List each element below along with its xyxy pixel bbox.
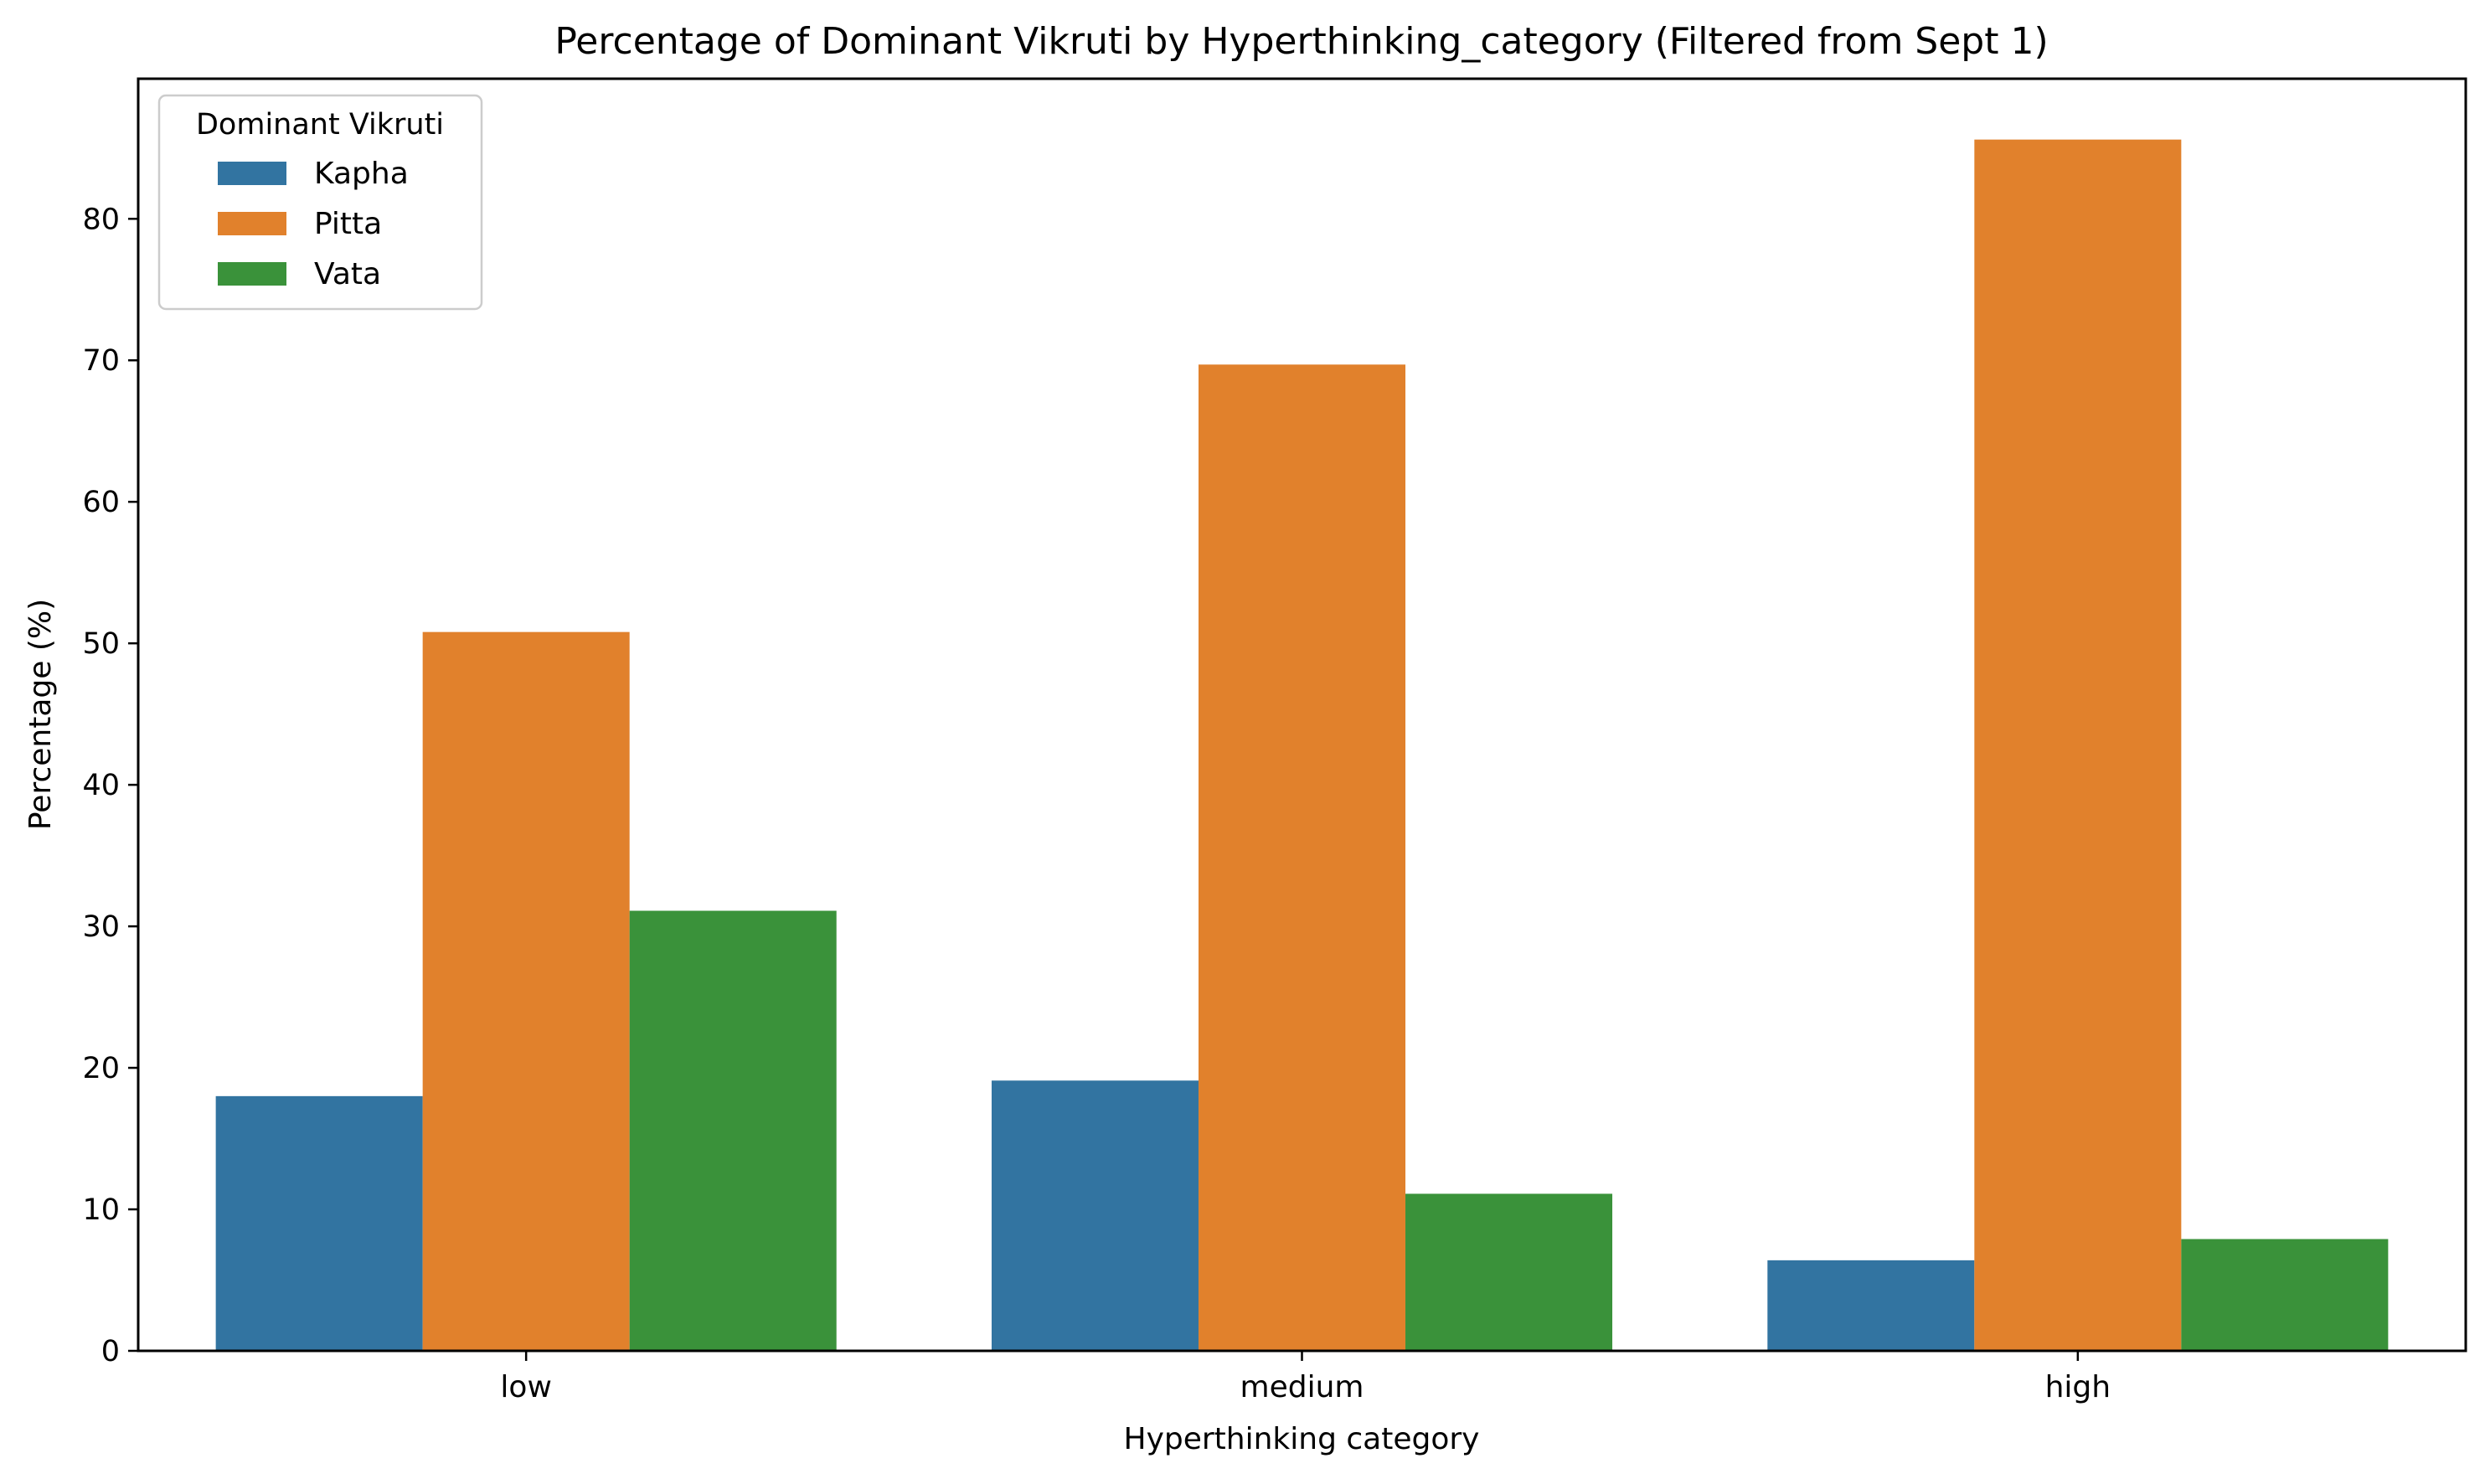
bar-vata-medium — [1405, 1193, 1613, 1351]
chart-title: Percentage of Dominant Vikruti by Hypert… — [554, 20, 2048, 63]
bar-kapha-low — [215, 1095, 423, 1351]
legend-label-pitta: Pitta — [314, 207, 382, 241]
bar-pitta-medium — [1198, 364, 1406, 1352]
legend: Dominant Vikruti Kapha Pitta Vata — [157, 94, 483, 311]
legend-label-vata: Vata — [314, 257, 381, 291]
legend-box — [157, 94, 483, 311]
bar-vata-high — [2181, 1239, 2389, 1351]
legend-swatch-kapha — [218, 162, 286, 185]
y-tick-label: 30 — [82, 910, 120, 944]
y-tick-label: 80 — [82, 203, 120, 236]
y-tick-label: 20 — [82, 1052, 120, 1085]
y-tick-label: 50 — [82, 627, 120, 661]
y-tick-label: 60 — [82, 486, 120, 519]
legend-items: Kapha Pitta Vata — [218, 157, 409, 291]
plot-frame — [137, 77, 2467, 1353]
bar-pitta-low — [422, 631, 630, 1351]
y-tick-label: 40 — [82, 769, 120, 802]
y-axis: 0 10 20 30 40 50 60 70 80 — [82, 203, 138, 1368]
legend-title: Dominant Vikruti — [196, 108, 444, 142]
bar-kapha-medium — [991, 1080, 1199, 1351]
y-tick-label: 70 — [82, 344, 120, 378]
bar-vata-low — [629, 910, 837, 1351]
y-tick-label: 0 — [101, 1335, 120, 1368]
y-axis-label: Percentage (%) — [23, 599, 58, 830]
y-tick-label: 10 — [82, 1193, 120, 1227]
x-tick-label-medium: medium — [1240, 1370, 1364, 1404]
legend-swatch-vata — [218, 262, 286, 286]
bar-pitta-high — [1974, 139, 2182, 1352]
x-axis: low medium high — [500, 1351, 2111, 1404]
x-axis-label: Hyperthinking category — [1124, 1422, 1480, 1456]
bars-group — [215, 139, 2389, 1352]
x-tick-label-low: low — [500, 1370, 551, 1404]
legend-label-kapha: Kapha — [314, 157, 409, 191]
bar-kapha-high — [1767, 1260, 1975, 1351]
x-tick-label-high: high — [2045, 1370, 2111, 1404]
legend-swatch-pitta — [218, 212, 286, 235]
